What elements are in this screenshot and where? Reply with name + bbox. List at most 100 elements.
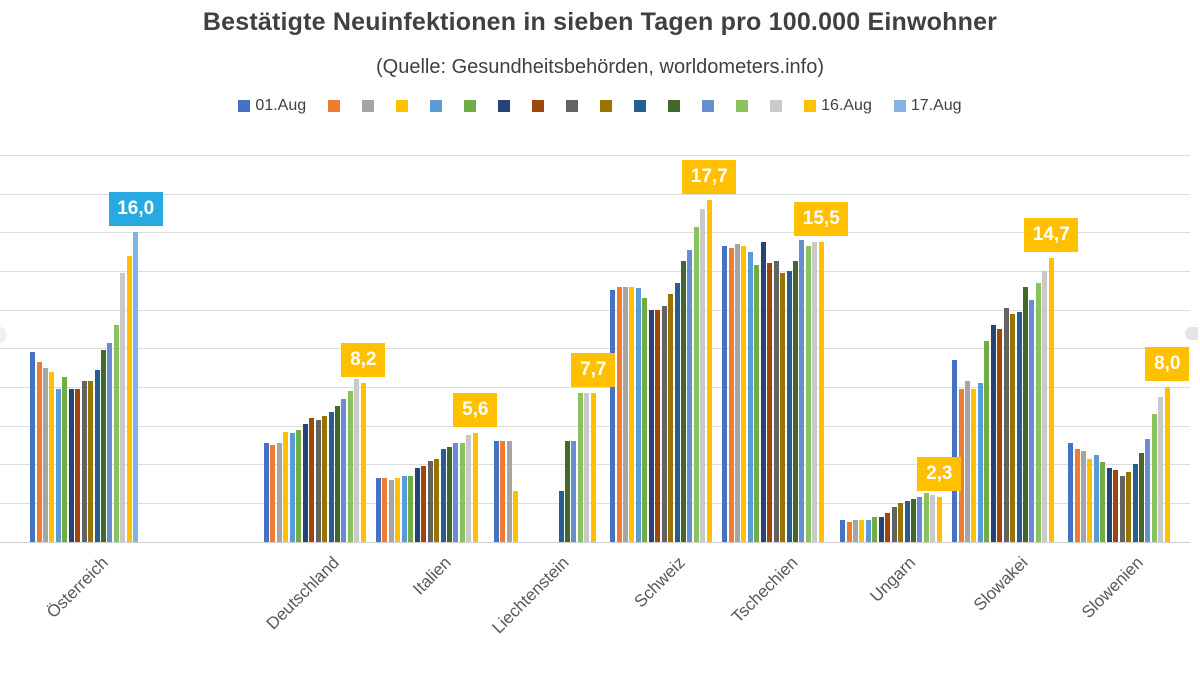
x-axis-line xyxy=(0,541,1190,543)
x-axis-label: Österreich xyxy=(43,553,113,622)
bar xyxy=(1003,307,1009,542)
bar xyxy=(852,520,858,542)
bar xyxy=(388,479,394,542)
data-label-badge: 8,0 xyxy=(1145,347,1190,381)
legend-swatch xyxy=(238,100,251,112)
legend-item: 16.Aug xyxy=(804,97,872,115)
edge-artifact-left xyxy=(0,327,7,343)
legend-item xyxy=(702,100,715,112)
bar xyxy=(747,251,753,542)
bar xyxy=(1164,387,1170,542)
bar xyxy=(687,249,693,542)
chart-subtitle: (Quelle: Gesundheitsbehörden, worldomete… xyxy=(375,56,825,78)
bar xyxy=(126,255,132,542)
bar xyxy=(558,491,564,542)
bar xyxy=(754,265,760,542)
bar xyxy=(453,443,459,542)
bar xyxy=(917,497,923,542)
bar xyxy=(878,516,884,542)
bar xyxy=(661,305,667,542)
bar xyxy=(328,412,334,542)
legend-item xyxy=(396,100,409,112)
bar xyxy=(1100,462,1106,542)
bar xyxy=(668,294,673,542)
bar xyxy=(786,271,792,542)
x-axis-label: Slowakei xyxy=(969,553,1032,615)
bar xyxy=(88,381,94,542)
bar xyxy=(734,243,740,542)
bar xyxy=(354,379,360,542)
bar xyxy=(577,392,583,542)
bar xyxy=(1151,414,1157,542)
bar xyxy=(767,263,773,542)
bar xyxy=(997,329,1003,542)
gridline xyxy=(0,193,1190,195)
x-axis-label: Deutschland xyxy=(262,553,344,634)
bar xyxy=(334,406,340,542)
bar xyxy=(799,240,805,542)
bar xyxy=(565,441,570,542)
bar xyxy=(513,491,519,542)
legend-item xyxy=(736,100,749,112)
bar xyxy=(635,288,641,542)
bar xyxy=(728,247,734,542)
legend-swatch xyxy=(362,100,375,112)
bar xyxy=(459,443,465,542)
bar xyxy=(264,443,269,542)
data-label-badge: 15,5 xyxy=(794,202,849,236)
bar xyxy=(1042,271,1048,542)
legend-swatch xyxy=(430,100,443,112)
bar xyxy=(49,371,55,542)
bar xyxy=(674,282,680,542)
bar xyxy=(722,245,727,542)
legend-item: 01.Aug xyxy=(238,97,306,115)
edge-artifact-right xyxy=(1185,327,1198,340)
bar xyxy=(898,503,903,542)
bar xyxy=(840,520,845,542)
bar xyxy=(494,441,499,542)
bar xyxy=(693,226,699,542)
bar xyxy=(315,419,321,542)
bar xyxy=(309,418,315,542)
legend-swatch xyxy=(532,100,545,112)
bar xyxy=(773,261,779,542)
x-axis-label: Liechtenstein xyxy=(488,553,574,638)
legend-item: 17.Aug xyxy=(893,97,962,115)
chart-title: Bestätigte Neuinfektionen in sieben Tage… xyxy=(202,8,998,36)
bar xyxy=(36,361,42,542)
gridline xyxy=(0,348,1190,350)
legend-item-label: 17.Aug xyxy=(910,97,962,114)
bar xyxy=(911,499,916,542)
bar xyxy=(289,433,295,542)
bar xyxy=(1080,450,1086,542)
gridline xyxy=(0,309,1190,311)
bar xyxy=(865,520,871,542)
legend-item xyxy=(770,100,783,112)
bar xyxy=(75,389,81,542)
bar xyxy=(655,309,661,542)
legend-item xyxy=(430,100,443,112)
bar xyxy=(347,390,353,542)
x-axis-label: Italien xyxy=(409,553,456,599)
bar xyxy=(904,501,910,542)
bar xyxy=(885,512,891,542)
bar xyxy=(1093,454,1099,542)
legend-item xyxy=(464,100,477,112)
bar xyxy=(68,389,74,542)
bar xyxy=(401,476,407,542)
bar xyxy=(846,522,852,542)
bar xyxy=(1139,452,1144,542)
legend-swatch xyxy=(566,100,579,112)
bar xyxy=(1087,458,1093,542)
bar xyxy=(805,245,811,542)
bar xyxy=(780,272,785,542)
bar xyxy=(923,493,929,542)
data-label-badge: 17,7 xyxy=(682,159,737,194)
bar xyxy=(964,381,970,542)
bar xyxy=(622,286,628,542)
bar xyxy=(62,377,68,542)
bar xyxy=(760,242,766,542)
bar xyxy=(584,392,590,542)
bar xyxy=(500,441,506,542)
